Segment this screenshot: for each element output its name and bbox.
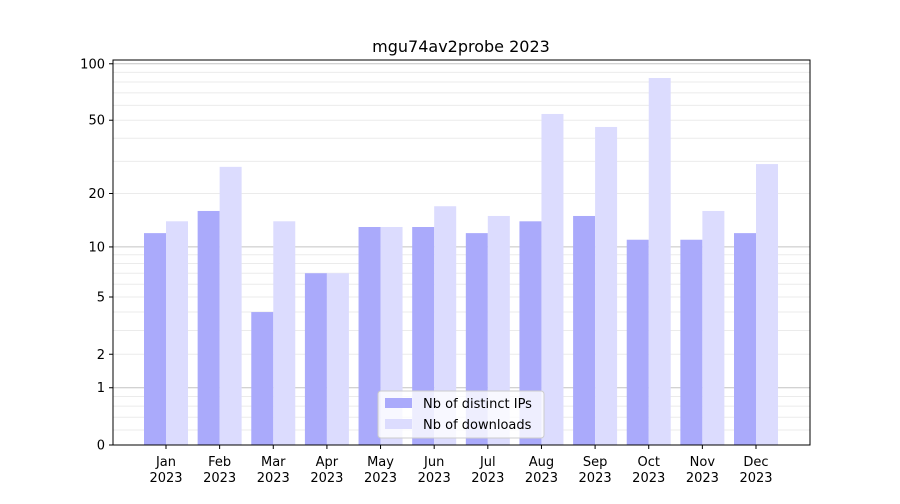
y-tick-label: 1: [97, 381, 105, 396]
bar-distinct-ips: [573, 215, 596, 445]
x-tick-label: Apr 2023: [310, 455, 343, 486]
legend-box: [377, 390, 545, 439]
bar-downloads: [648, 78, 671, 445]
x-tick-label: Feb 2023: [203, 455, 236, 486]
bar-downloads: [166, 221, 188, 445]
y-tick-label: 10: [88, 240, 105, 255]
legend: Nb of distinct IPs Nb of downloads: [377, 390, 545, 439]
y-tick-label: 20: [88, 187, 105, 202]
bar-downloads: [756, 164, 778, 445]
x-tick-label: Jan 2023: [149, 455, 182, 486]
bar-downloads: [541, 113, 564, 445]
bars: [144, 78, 778, 446]
x-tick-label: Jul 2023: [471, 455, 504, 486]
x-tick-label: Oct 2023: [632, 455, 665, 486]
plot-frame: [112, 59, 811, 446]
x-tick-label: Mar 2023: [257, 455, 290, 486]
y-tick-label: 50: [88, 114, 105, 129]
x-tick-label: May 2023: [364, 455, 397, 486]
x-tick-label: Nov 2023: [686, 455, 719, 486]
bar-distinct-ips: [144, 233, 166, 445]
y-tick-label: 5: [97, 290, 105, 305]
legend-swatch: [385, 398, 412, 408]
bar-downloads: [219, 166, 242, 445]
x-tick-label: Dec 2023: [739, 455, 772, 486]
bar-downloads: [273, 221, 296, 445]
chart-title: mgu74av2probe 2023: [372, 37, 550, 56]
legend-swatch: [385, 419, 412, 429]
x-axis: Jan 2023 Feb 2023 Mar 2023 Apr 2023 May 2023 Jun 20…: [149, 445, 773, 486]
bar-distinct-ips: [304, 273, 327, 445]
y-tick-label: 2: [97, 348, 105, 363]
bar-downloads: [702, 210, 725, 445]
y-axis: 0 1 2 5 10 20 50 100: [80, 57, 113, 454]
bar-distinct-ips: [734, 233, 756, 445]
bar-downloads: [326, 273, 349, 445]
legend-label: Nb of downloads: [423, 418, 532, 433]
bar-distinct-ips: [680, 239, 703, 445]
bar-downloads: [595, 126, 618, 446]
y-tick-label: 100: [80, 57, 105, 72]
legend-label: Nb of distinct IPs: [423, 397, 532, 412]
bar-distinct-ips: [197, 210, 220, 445]
bar-downloads: [434, 206, 457, 445]
x-tick-label: Aug 2023: [525, 455, 558, 486]
y-tick-label: 0: [97, 439, 105, 454]
bar-downloads: [487, 215, 510, 445]
bar-distinct-ips: [626, 239, 649, 445]
bar-distinct-ips: [519, 221, 542, 445]
x-tick-label: Jun 2023: [418, 455, 451, 486]
bar-distinct-ips: [358, 227, 381, 445]
bar-distinct-ips: [251, 312, 274, 445]
x-tick-label: Sep 2023: [579, 455, 612, 486]
